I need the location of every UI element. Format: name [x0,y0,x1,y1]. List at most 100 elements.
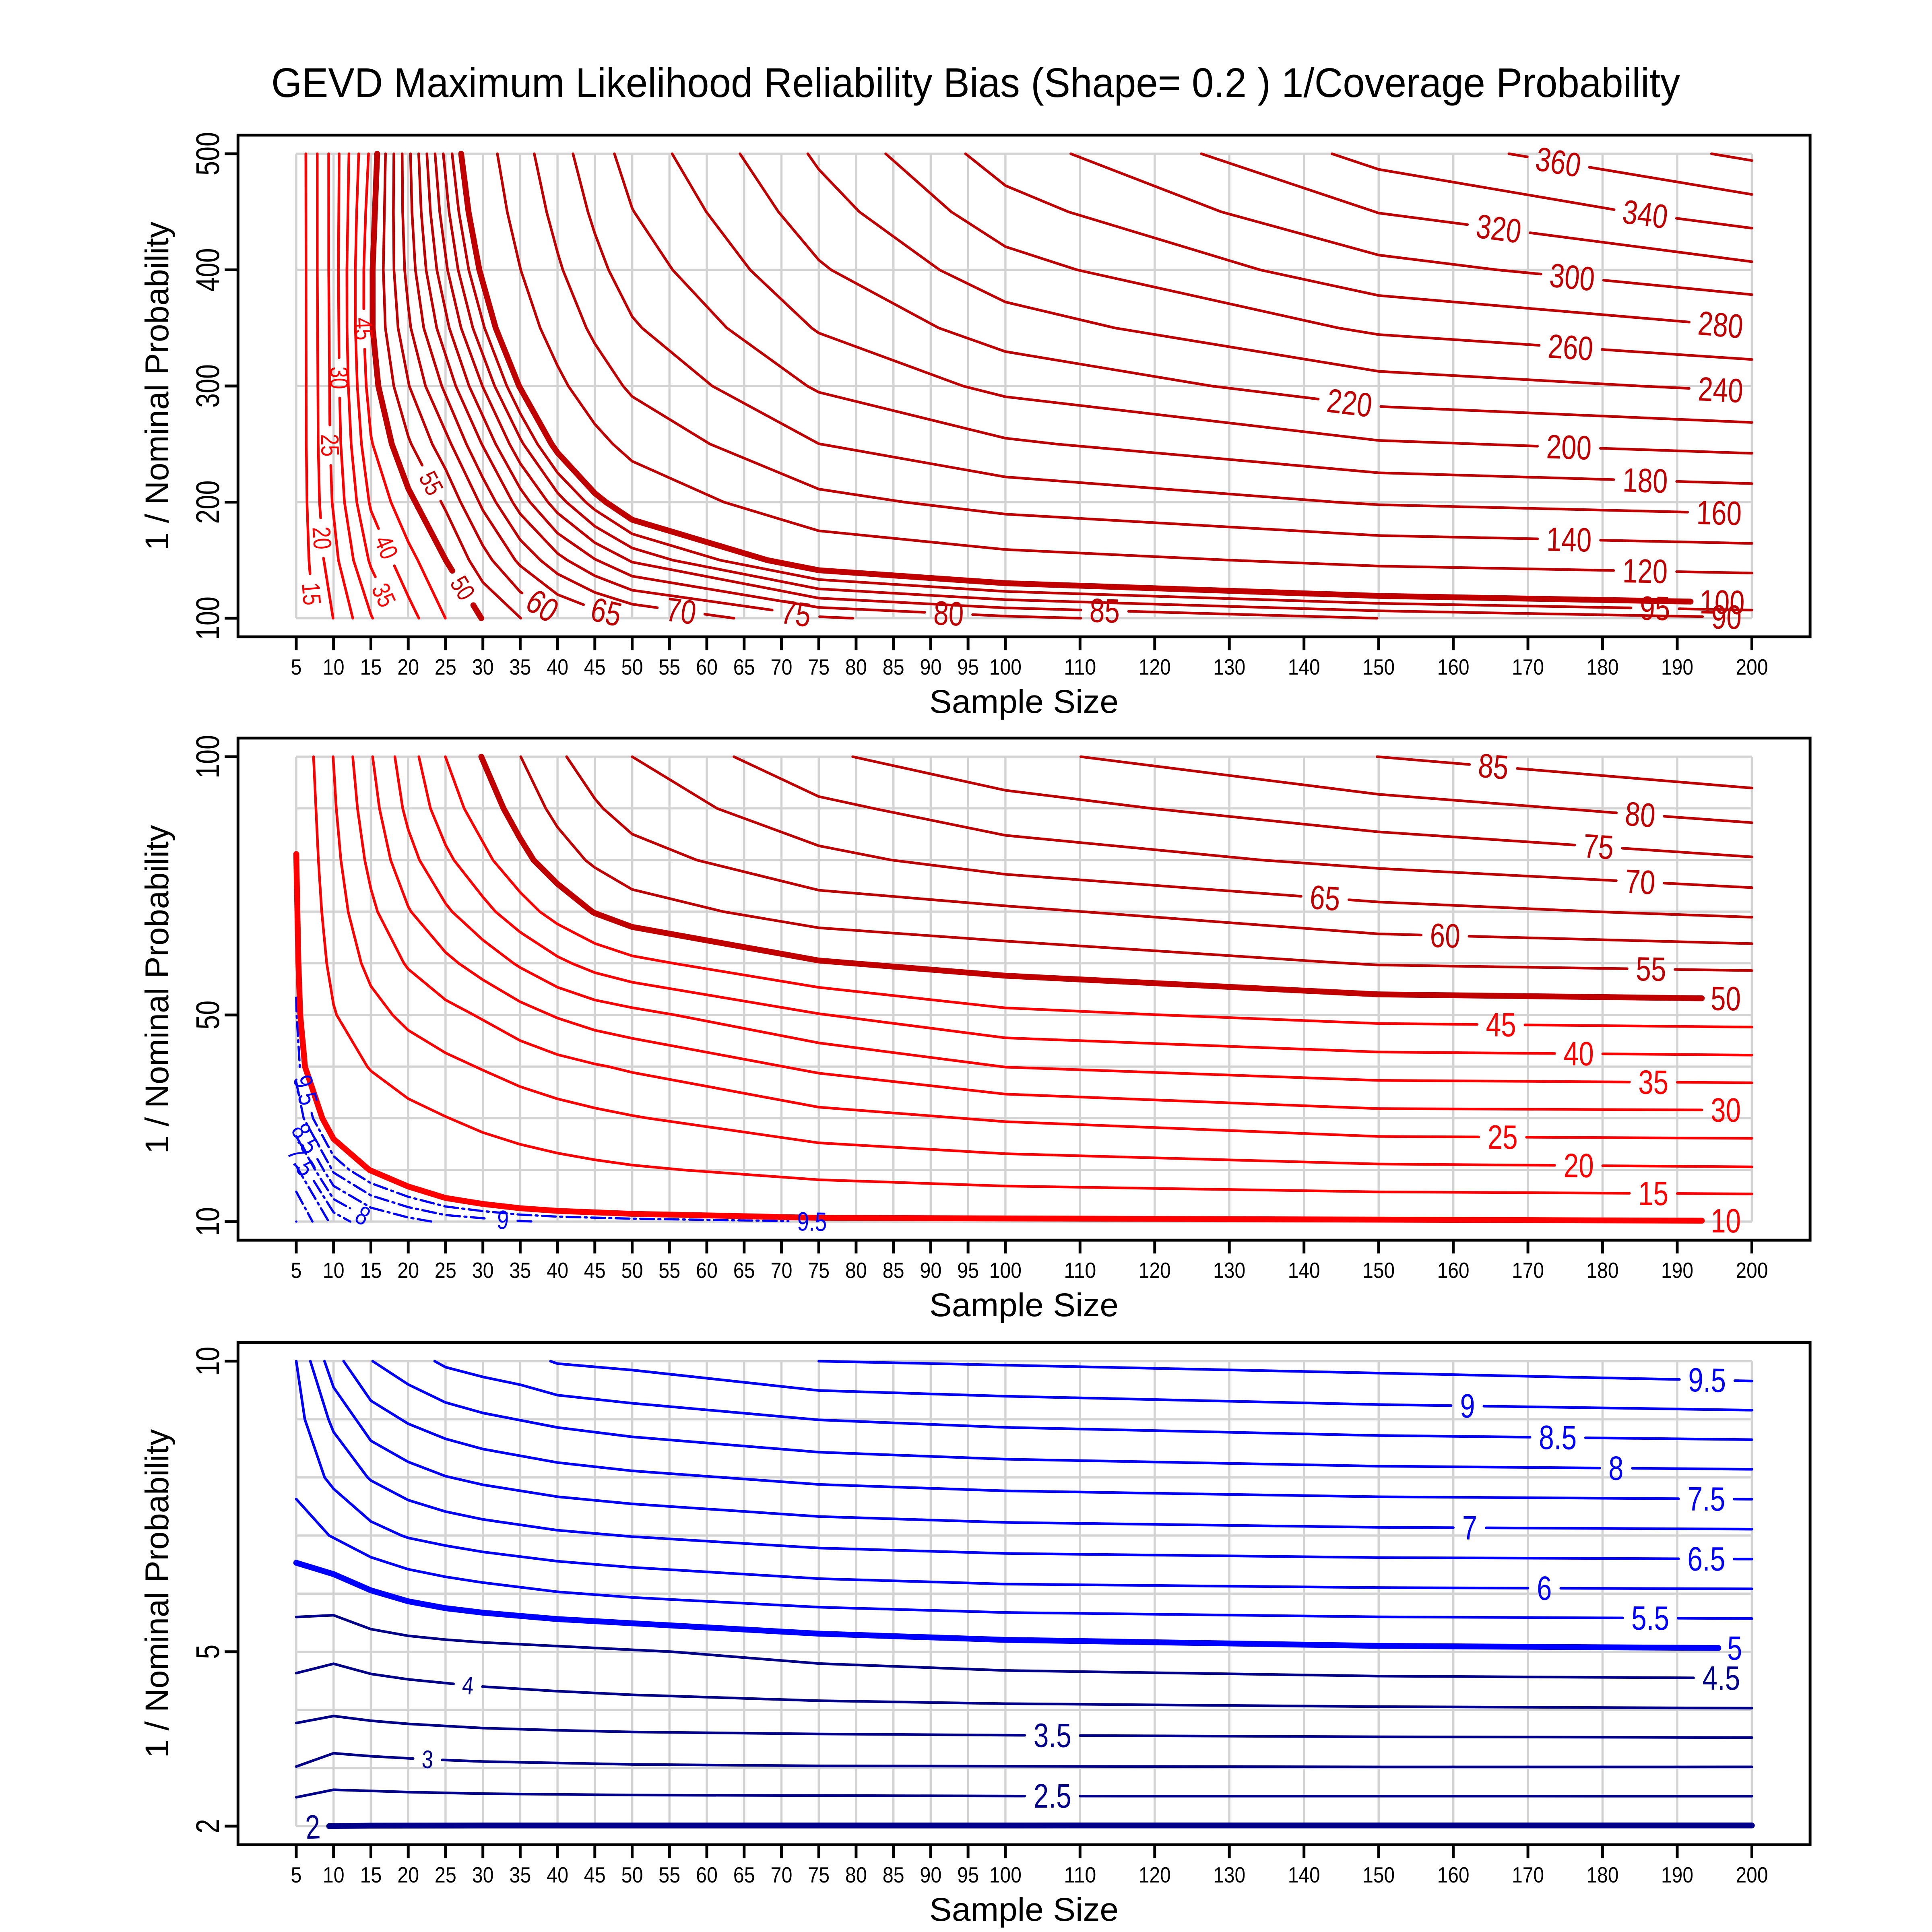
svg-text:100: 100 [989,654,1022,679]
svg-text:65: 65 [733,654,755,679]
svg-text:200: 200 [1736,1862,1768,1887]
svg-text:65: 65 [1309,878,1342,918]
svg-text:190: 190 [1661,1862,1693,1887]
svg-text:110: 110 [1064,1258,1096,1283]
svg-text:65: 65 [733,1258,755,1283]
svg-text:45: 45 [349,317,378,341]
svg-text:130: 130 [1213,654,1245,679]
svg-text:25: 25 [1487,1118,1517,1156]
svg-text:8.5: 8.5 [1539,1418,1577,1457]
svg-text:35: 35 [509,1862,531,1887]
svg-text:50: 50 [621,654,643,679]
svg-text:7: 7 [1462,1509,1477,1547]
svg-text:5: 5 [1727,1629,1742,1667]
svg-text:95: 95 [957,1258,979,1283]
svg-text:180: 180 [1587,1258,1619,1283]
svg-text:4: 4 [461,1671,475,1700]
svg-text:50: 50 [190,1001,226,1030]
svg-text:160: 160 [1696,493,1742,533]
svg-text:35: 35 [509,1258,531,1283]
svg-text:140: 140 [1288,654,1320,679]
svg-text:30: 30 [325,366,353,389]
svg-text:35: 35 [1638,1063,1669,1101]
svg-text:2: 2 [190,1819,226,1833]
svg-text:60: 60 [696,1258,718,1283]
svg-text:45: 45 [584,1258,606,1283]
svg-text:85: 85 [883,654,904,679]
svg-text:75: 75 [808,1862,830,1887]
svg-text:20: 20 [397,1862,419,1887]
svg-text:5: 5 [291,1258,302,1283]
svg-text:70: 70 [1624,862,1656,902]
svg-text:70: 70 [771,1862,793,1887]
svg-text:70: 70 [663,590,698,632]
svg-text:45: 45 [1486,1005,1516,1044]
svg-text:90: 90 [1711,598,1742,636]
svg-text:80: 80 [845,654,867,679]
svg-text:180: 180 [1622,461,1668,500]
svg-text:90: 90 [920,1862,941,1887]
svg-text:110: 110 [1064,654,1096,679]
svg-text:45: 45 [584,654,606,679]
svg-text:10: 10 [1711,1202,1741,1240]
svg-text:400: 400 [190,248,226,292]
svg-text:100: 100 [989,1258,1022,1283]
svg-text:180: 180 [1587,1862,1619,1887]
svg-text:10: 10 [323,1862,345,1887]
svg-text:500: 500 [190,132,226,175]
svg-text:40: 40 [547,1258,568,1283]
svg-text:90: 90 [920,654,941,679]
svg-text:55: 55 [1636,950,1666,988]
svg-text:Sample Size: Sample Size [929,1891,1119,1928]
svg-text:75: 75 [808,654,830,679]
svg-text:55: 55 [658,654,680,679]
svg-text:160: 160 [1437,1862,1470,1887]
svg-text:40: 40 [547,654,568,679]
svg-text:1 / Nominal Probability: 1 / Nominal Probability [139,222,175,551]
svg-text:9.5: 9.5 [797,1206,827,1236]
svg-text:190: 190 [1661,654,1693,679]
svg-text:3: 3 [421,1745,434,1774]
svg-text:300: 300 [190,364,226,408]
svg-text:20: 20 [307,526,336,550]
svg-text:80: 80 [933,594,964,633]
svg-text:50: 50 [1711,979,1741,1018]
svg-text:170: 170 [1512,1258,1544,1283]
svg-text:Sample Size: Sample Size [929,683,1119,720]
svg-text:80: 80 [1624,795,1657,834]
svg-text:85: 85 [883,1258,904,1283]
svg-text:150: 150 [1362,654,1395,679]
svg-text:55: 55 [658,1862,680,1887]
svg-text:200: 200 [1546,427,1592,467]
svg-text:65: 65 [733,1862,755,1887]
svg-text:50: 50 [621,1862,643,1887]
svg-text:15: 15 [1638,1174,1668,1212]
svg-text:140: 140 [1288,1862,1320,1887]
svg-text:30: 30 [472,654,494,679]
svg-text:10: 10 [190,1347,226,1376]
svg-text:25: 25 [435,1258,456,1283]
svg-text:45: 45 [584,1862,606,1887]
svg-text:GEVD Maximum Likelihood Reliab: GEVD Maximum Likelihood Reliability Bias… [271,60,1680,106]
svg-text:100: 100 [1699,583,1745,621]
svg-text:140: 140 [1288,1258,1320,1283]
svg-text:120: 120 [1139,1258,1171,1283]
svg-text:Sample Size: Sample Size [929,1287,1119,1323]
svg-text:9: 9 [496,1204,510,1235]
svg-text:15: 15 [360,1258,382,1283]
svg-text:85: 85 [1477,746,1510,786]
svg-text:15: 15 [296,582,326,606]
svg-text:130: 130 [1213,1258,1245,1283]
svg-text:10: 10 [190,1207,226,1236]
svg-text:120: 120 [1622,552,1668,590]
svg-text:340: 340 [1620,192,1670,236]
svg-text:8: 8 [1608,1449,1624,1487]
svg-text:60: 60 [1429,916,1460,955]
svg-text:200: 200 [1736,1258,1768,1283]
svg-text:95: 95 [957,1862,979,1887]
svg-text:25: 25 [315,433,344,457]
svg-text:20: 20 [397,654,419,679]
svg-text:9.5: 9.5 [288,1072,324,1108]
svg-text:220: 220 [1325,382,1375,425]
svg-text:40: 40 [1563,1034,1594,1073]
